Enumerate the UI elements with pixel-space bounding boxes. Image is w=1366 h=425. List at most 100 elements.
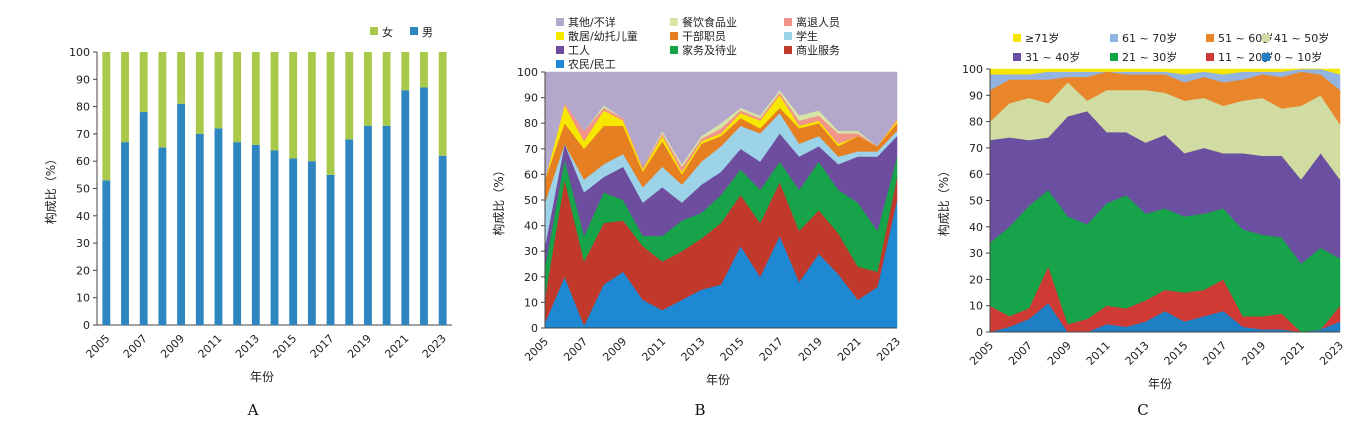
bar-segment-male <box>438 155 447 325</box>
area-series <box>544 71 898 180</box>
legend-label: 离退人员 <box>796 15 840 29</box>
x-tick-label: 2011 <box>196 332 225 361</box>
legend-swatch <box>1110 53 1118 61</box>
y-tick-label: 80 <box>76 101 90 114</box>
y-tick-label: 60 <box>969 168 983 181</box>
y-tick-label: 40 <box>524 220 538 233</box>
legend-label: 家务及待业 <box>682 43 737 57</box>
bar-segment-female <box>158 52 167 148</box>
y-tick-label: 70 <box>969 142 983 155</box>
chart-b: 0 10 20 30 40 50 60 70 80 90 100 构成比（%） 年份B 2005 2007 2… <box>491 15 903 419</box>
legend-label: 31 ~ 40岁 <box>1025 50 1080 64</box>
legend-swatch <box>670 18 678 26</box>
bar-segment-male <box>121 142 129 325</box>
y-tick-label: 50 <box>969 195 983 208</box>
bar-segment-male <box>420 87 428 326</box>
y-tick-label: 10 <box>524 296 538 309</box>
x-tick-label: 2005 <box>522 335 551 364</box>
bar-segment-male <box>307 161 316 325</box>
y-tick-label: 80 <box>969 116 983 129</box>
x-tick-label: 2009 <box>158 332 187 361</box>
bar-segment-female <box>214 52 223 129</box>
legend-label: ≥71岁 <box>1025 31 1059 45</box>
bar-segment-male <box>326 174 335 325</box>
y-tick-label: 20 <box>524 271 538 284</box>
x-tick-label: 2019 <box>796 335 825 364</box>
y-tick-label: 90 <box>524 92 538 105</box>
x-tick-label: 2009 <box>600 335 629 364</box>
bar-segment-male <box>289 158 298 325</box>
x-tick-label: 2021 <box>382 332 411 361</box>
bar-segment-female <box>326 52 335 175</box>
bar-segment-female <box>382 52 391 126</box>
bar-segment-male <box>401 90 410 325</box>
bar-segment-female <box>121 52 129 143</box>
legend-label: 41 ~ 50岁 <box>1274 31 1329 45</box>
x-tick-label: 2015 <box>1162 339 1191 368</box>
x-tick-label: 2011 <box>639 335 668 364</box>
legend-label: 餐饮食品业 <box>682 15 737 29</box>
legend-label: 0 ~ 10岁 <box>1274 50 1322 64</box>
legend-swatch <box>784 32 792 40</box>
x-tick-label: 2017 <box>308 332 337 361</box>
panel-label: B <box>694 401 705 419</box>
legend-swatch <box>670 32 678 40</box>
bar-segment-female <box>307 52 316 162</box>
bar-segment-male <box>158 147 167 325</box>
legend-swatch <box>784 46 792 54</box>
bar-segment-female <box>251 52 260 145</box>
bar-segment-female <box>401 52 410 91</box>
y-tick-label: 50 <box>76 183 90 196</box>
x-tick-label: 2021 <box>835 335 864 364</box>
bar-segment-female <box>177 52 186 104</box>
x-tick-label: 2007 <box>121 332 150 361</box>
legend-swatch <box>670 46 678 54</box>
y-tick-label: 0 <box>83 319 90 332</box>
legend-label: 21 ~ 30岁 <box>1122 50 1177 64</box>
bar-segment-male <box>270 150 279 325</box>
y-tick-label: 60 <box>76 155 90 168</box>
x-tick-label: 2023 <box>874 335 903 364</box>
x-tick-label: 2015 <box>270 332 299 361</box>
y-axis-title: 构成比（%） <box>43 153 58 224</box>
bar-segment-male <box>363 125 372 326</box>
legend-swatch <box>784 18 792 26</box>
y-tick-label: 100 <box>962 63 983 76</box>
legend-swatch <box>370 27 378 35</box>
bar-segment-female <box>233 52 242 143</box>
bar-segment-female <box>195 52 204 134</box>
x-tick-label: 2015 <box>718 335 747 364</box>
y-tick-label: 90 <box>76 73 90 86</box>
y-axis-title: 构成比（%） <box>936 165 951 236</box>
legend-label: 干部职员 <box>682 29 726 43</box>
x-axis-title: 年份 <box>706 373 730 387</box>
y-tick-label: 60 <box>524 168 538 181</box>
x-tick-label: 2017 <box>757 335 786 364</box>
panel-label: A <box>247 401 259 419</box>
bar-segment-male <box>195 133 204 325</box>
y-tick-label: 70 <box>76 128 90 141</box>
legend-label: 女 <box>382 25 393 39</box>
bar-segment-male <box>139 112 148 325</box>
legend-label: 散居/幼托儿童 <box>568 29 638 43</box>
legend-label: 男 <box>422 26 433 39</box>
x-tick-label: 2013 <box>1123 339 1152 368</box>
bar-segment-female <box>270 52 279 151</box>
bar-segment-female <box>102 52 111 181</box>
y-tick-label: 0 <box>531 322 538 335</box>
x-tick-label: 2023 <box>1317 339 1346 368</box>
bar-segment-female <box>289 52 298 159</box>
legend-label: 11 ~ 20岁 <box>1218 50 1273 64</box>
x-tick-label: 2019 <box>345 332 374 361</box>
legend-swatch <box>1206 34 1214 42</box>
x-axis-title: 年份 <box>1148 377 1172 391</box>
legend-label: 工人 <box>568 44 590 57</box>
y-tick-label: 10 <box>76 292 90 305</box>
bar-segment-male <box>345 139 354 325</box>
legend-label: 其他/不详 <box>568 15 616 29</box>
legend-swatch <box>556 60 564 68</box>
x-tick-label: 2009 <box>1045 339 1074 368</box>
y-tick-label: 40 <box>76 210 90 223</box>
legend-label: 学生 <box>796 29 818 43</box>
